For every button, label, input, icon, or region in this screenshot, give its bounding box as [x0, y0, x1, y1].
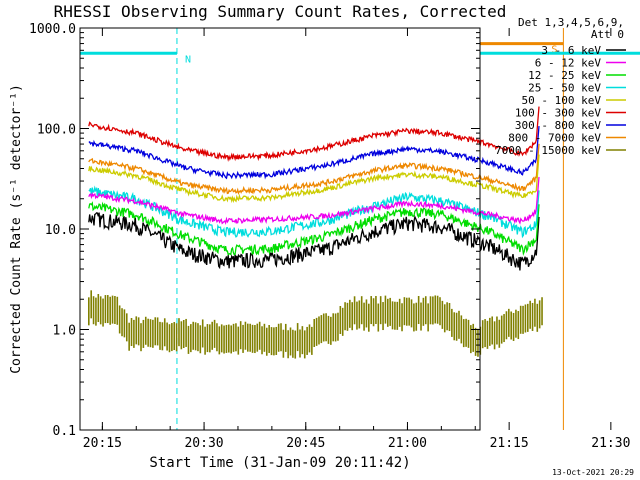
series-2 — [88, 201, 540, 256]
x-tick-label: 21:15 — [490, 436, 529, 451]
series-7 — [88, 143, 540, 195]
legend-label: 7000 - 15000 keV — [495, 144, 601, 157]
series-line-5 — [88, 106, 540, 163]
series-3 — [88, 185, 540, 239]
x-tick-label: 20:45 — [286, 436, 325, 451]
axes: 20:1520:3020:4521:0021:1521:3021:450.11.… — [29, 22, 630, 451]
series-line-0 — [88, 212, 540, 271]
x-tick-label: 21:00 — [388, 436, 427, 451]
y-axis-label: Corrected Count Rate (s⁻¹ detector⁻¹) — [9, 84, 24, 374]
y-tick-label: 1000.0 — [29, 22, 76, 37]
x-axis-label: Start Time (31-Jan-09 20:11:42) — [149, 455, 410, 471]
series-4 — [88, 154, 540, 204]
legend-header-line: Att 0 — [591, 28, 624, 41]
series-5 — [88, 106, 540, 163]
series-line-1 — [88, 176, 540, 226]
legend-label: 3 - 6 keV — [541, 44, 601, 57]
legend-label: 300 - 800 keV — [515, 119, 601, 132]
y-tick-label: 1.0 — [53, 324, 76, 339]
y-tick-label: 100.0 — [37, 123, 76, 138]
marker-label-0: N — [185, 54, 191, 65]
series-0 — [88, 212, 540, 271]
series-6 — [88, 126, 540, 180]
x-tick-label: 20:15 — [83, 436, 122, 451]
chart-title: RHESSI Observing Summary Count Rates, Co… — [54, 2, 507, 21]
legend-label: 6 - 12 keV — [535, 57, 602, 70]
legend-label: 12 - 25 keV — [528, 69, 601, 82]
series-1 — [88, 176, 540, 226]
series-line-7 — [88, 143, 540, 195]
series-8 — [88, 290, 543, 359]
legend-label: 800 - 7000 keV — [508, 132, 601, 145]
series-line-4 — [88, 154, 540, 204]
series-layer — [88, 106, 543, 359]
x-tick-label: 21:30 — [591, 436, 630, 451]
y-tick-label: 0.1 — [53, 424, 76, 439]
legend-label: 50 - 100 keV — [522, 94, 602, 107]
series-line-6 — [88, 126, 540, 180]
y-tick-label: 10.0 — [45, 223, 76, 238]
x-tick-label: 20:30 — [184, 436, 223, 451]
series-line-3 — [88, 185, 540, 239]
legend-header-line: Det 1,3,4,5,6,9, — [518, 16, 624, 29]
series-line-2 — [88, 201, 540, 256]
footer-timestamp: 13-Oct-2021 20:29 — [552, 468, 634, 477]
legend-label: 100 - 300 keV — [515, 107, 601, 120]
legend-label: 25 - 50 keV — [528, 82, 601, 95]
marker-label-1: S — [551, 45, 557, 56]
